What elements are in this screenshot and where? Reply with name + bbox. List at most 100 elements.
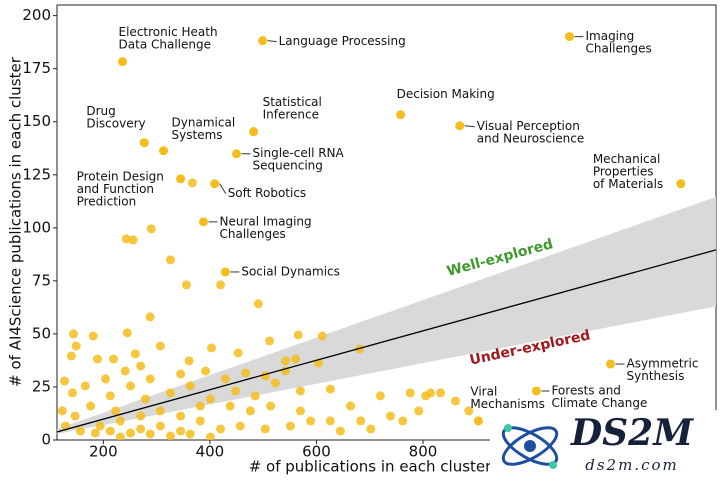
point [75,426,85,436]
labeled-point [159,146,169,156]
point-label: of Materials [593,177,663,191]
point-label: Electronic Heath [119,25,218,39]
labeled-point [564,32,574,42]
point-label: Climate Change [551,396,647,410]
point [100,374,110,384]
leader-line [464,125,475,128]
point [230,386,240,396]
point-label: and Neuroscience [477,132,585,146]
point [136,424,146,434]
point [235,421,245,431]
logo-orbit [501,426,559,466]
point-label: Asymmetric [627,357,699,371]
point [92,354,102,364]
point-label: Social Dynamics [241,264,340,278]
confidence-band [57,196,716,435]
point [436,388,446,398]
point [155,341,165,351]
point [405,388,415,398]
point [176,411,186,421]
x-tick-label: 400 [196,443,225,461]
labeled-point [396,110,406,120]
point [57,406,67,416]
point [185,429,195,439]
point-label: Properties [593,165,654,179]
point-label: Language Processing [279,34,406,48]
labeled-point [676,179,686,189]
point [281,356,291,366]
plot-layer [57,32,716,440]
point-label: and Function [77,182,154,196]
watermark: DS2M ds2m.com [490,410,718,480]
y-tick-label: 175 [22,59,51,77]
trend-line [57,249,716,433]
point-label: Drug [86,104,115,118]
point-label: Statistical [263,95,322,109]
point [66,351,76,361]
point-label: Challenges [220,227,286,241]
point [86,401,96,411]
point [220,374,230,384]
point-label: Data Challenge [119,38,211,52]
point [70,411,80,421]
point [295,386,305,396]
labeled-point [531,386,541,396]
point-label: Challenges [585,42,651,56]
point [176,369,186,379]
point [115,432,125,440]
point-label: Inference [263,108,319,122]
point [375,391,385,401]
point [165,255,175,265]
labeled-point [606,359,616,369]
point [205,394,215,404]
point [291,354,301,364]
labeled-point [139,138,149,148]
x-tick-label: 800 [409,443,438,461]
logo-dot [504,424,512,432]
point [250,391,260,401]
point [293,330,303,340]
point [136,411,146,421]
point [366,424,376,434]
point-label: Protein Design [77,169,164,183]
labeled-point [232,149,242,159]
logo-url: ds2m.com [585,456,679,474]
point [155,406,165,416]
point [306,416,316,426]
point [145,374,155,384]
leader-line [219,183,227,194]
point [185,381,195,391]
point [145,429,155,439]
point-label: Dynamical [172,115,236,129]
point [59,376,69,386]
y-axis-label: # of AI4Science publications in each clu… [7,56,25,387]
x-axis-label: # of publications in each cluster [249,458,492,476]
point [295,406,305,416]
point [126,381,136,391]
point [121,234,131,244]
point [325,384,335,394]
point-label: Single-cell RNA [253,146,345,160]
point [88,331,98,341]
y-tick-label: 200 [22,6,51,24]
labeled-point [199,217,209,227]
point [265,336,275,346]
labeled-point [210,179,220,189]
point [90,428,100,438]
point [195,416,205,426]
point-label: Viral [470,384,497,398]
point [155,421,165,431]
point [346,401,356,411]
point [105,391,115,401]
point [176,426,186,436]
point [145,312,155,322]
labeled-point [473,416,483,426]
point [165,388,175,398]
logo-orbit [501,426,559,466]
y-tick-label: 150 [22,112,51,130]
y-tick-label: 125 [22,165,51,183]
point [115,416,125,426]
point [61,421,71,431]
